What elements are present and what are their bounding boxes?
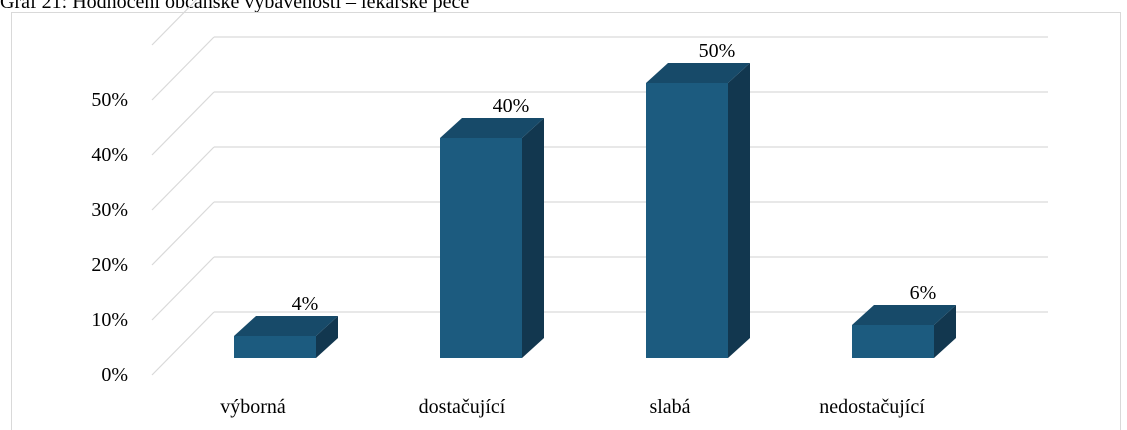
bar-side	[728, 63, 750, 358]
y-tick-label: 10%	[91, 309, 128, 331]
y-tick-label: 30%	[91, 199, 128, 221]
chart-caption: Graf 21: Hodnocení občanské vybavenosti …	[0, 0, 470, 13]
bar-top	[440, 118, 544, 138]
category-label: výborná	[220, 396, 286, 418]
bar-front	[852, 325, 934, 358]
bar-side	[522, 118, 544, 358]
y-tick-label: 0%	[101, 364, 128, 386]
category-label: nedostačující	[819, 396, 925, 418]
bar-top	[852, 305, 956, 325]
y-tick-label: 20%	[91, 254, 128, 276]
bar-front	[440, 138, 522, 358]
category-label: dostačující	[419, 396, 506, 418]
bar-výborná	[234, 316, 338, 358]
chart-frame	[11, 12, 1121, 430]
bar-front	[646, 83, 728, 358]
gridline-diagonal	[151, 146, 215, 211]
bar-side	[934, 305, 956, 358]
y-tick-label: 40%	[91, 144, 128, 166]
bar-dostačující	[440, 118, 544, 358]
data-label: 50%	[699, 40, 736, 62]
bar-slabá	[646, 63, 750, 358]
gridline-diagonal	[151, 0, 198, 46]
bar-top	[234, 316, 338, 336]
bar-side	[316, 316, 338, 358]
bar-front	[234, 336, 316, 358]
category-label: slabá	[649, 396, 690, 418]
bar-top	[646, 63, 750, 83]
gridline-diagonal	[151, 91, 215, 156]
bar-nedostačující	[852, 305, 956, 358]
gridline-diagonal	[151, 311, 215, 376]
y-tick-label: 50%	[91, 89, 128, 111]
data-label: 4%	[292, 293, 319, 315]
data-label: 6%	[910, 282, 937, 304]
gridline-diagonal	[151, 256, 215, 321]
gridline-diagonal	[151, 36, 215, 101]
data-label: 40%	[493, 95, 530, 117]
gridline-diagonal	[151, 201, 215, 266]
